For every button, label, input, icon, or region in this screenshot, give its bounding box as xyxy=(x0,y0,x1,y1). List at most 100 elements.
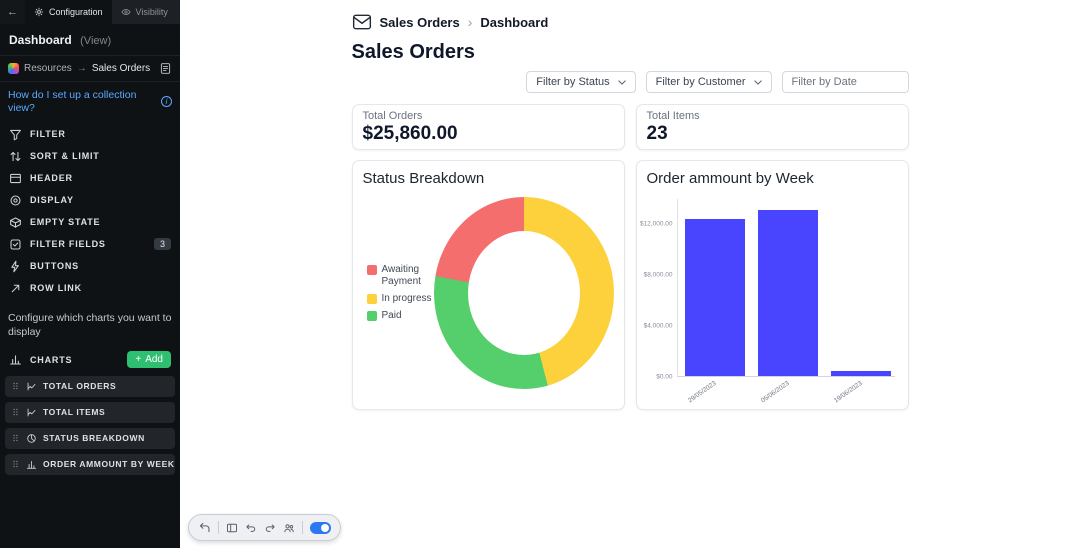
back-arrow-icon: ← xyxy=(7,6,18,18)
buttons-icon xyxy=(9,260,22,273)
chevron-down-icon xyxy=(753,79,762,85)
select-value: Filter by Status xyxy=(536,76,610,88)
gear-icon xyxy=(34,7,44,17)
breadcrumb-root[interactable]: Sales Orders xyxy=(379,14,460,30)
resources-row[interactable]: Resources → Sales Orders xyxy=(0,56,180,82)
toggle-knob xyxy=(321,523,329,532)
undo-icon[interactable] xyxy=(245,522,257,534)
bar xyxy=(830,371,891,376)
sidebar-item-display[interactable]: Display xyxy=(0,189,180,211)
breadcrumb: Sales Orders › Dashboard xyxy=(352,12,909,32)
dashboard-preview: Sales Orders › Dashboard Sales Orders Fi… xyxy=(180,0,1080,548)
add-chart-button[interactable]: + Add xyxy=(127,351,171,369)
y-tick-label: $12,000.00 xyxy=(639,220,673,228)
page-title: Sales Orders xyxy=(351,41,475,63)
info-icon[interactable]: i xyxy=(161,96,172,108)
sidebar-item-row-link[interactable]: Row Link xyxy=(0,277,180,299)
filter-by-status-select[interactable]: Filter by Status xyxy=(526,71,636,93)
tab-label: Configuration xyxy=(49,7,103,17)
menu-item-label: Buttons xyxy=(30,261,79,272)
chart-item-status-breakdown[interactable]: Status Breakdown xyxy=(5,427,175,449)
pie-chart-icon xyxy=(26,433,37,444)
dashboard-content: Sales Orders › Dashboard Sales Orders Fi… xyxy=(351,12,909,410)
resources-target: Sales Orders xyxy=(91,63,151,74)
sidebar-item-buttons[interactable]: Buttons xyxy=(0,255,180,277)
sidebar-item-filter[interactable]: Filter xyxy=(0,123,180,145)
y-tick-label: $0.00 xyxy=(656,373,673,381)
chart-item-label: Status Breakdown xyxy=(43,433,145,444)
donut-hole xyxy=(467,231,580,355)
tab-visibility[interactable]: Visibility xyxy=(112,0,177,24)
donut-chart xyxy=(433,197,614,389)
legend-swatch xyxy=(366,294,377,304)
bar-chart: $0.00 $4,000.00 $8,000.00 $12,000.00 29/05/2… xyxy=(640,199,895,404)
tab-label: Visibility xyxy=(135,7,168,17)
back-button[interactable]: ← xyxy=(0,0,25,24)
menu-item-label: Header xyxy=(30,173,73,184)
sidebar-item-sort-limit[interactable]: Sort & Limit xyxy=(0,145,180,167)
display-icon xyxy=(9,194,22,207)
legend-item: In progress xyxy=(366,293,434,305)
stat-card-total-orders: Total Orders $25,860.00 xyxy=(351,104,625,150)
chart-item-order-ammount-by-week[interactable]: Order ammount by Week xyxy=(5,453,175,475)
stat-value: $25,860.00 xyxy=(362,123,458,144)
y-tick-label: $8,000.00 xyxy=(643,271,673,279)
funnel-icon xyxy=(9,128,22,141)
undo-arrow-icon[interactable] xyxy=(198,521,211,534)
menu-item-label: Filter Fields xyxy=(30,239,106,250)
y-tick-label: $4,000.00 xyxy=(643,322,673,330)
sidebar-menu: Filter Sort & Limit Header Display Empty Sta… xyxy=(0,123,180,299)
stat-label: Total Items xyxy=(646,110,700,122)
chart-items-list: Total Orders Total Items Status Breakdown O… xyxy=(0,375,180,480)
bar-chart-icon xyxy=(26,459,37,470)
panel-icon[interactable] xyxy=(226,522,238,534)
sidebar-item-empty-state[interactable]: Empty State xyxy=(0,211,180,233)
sidebar-header: Dashboard (View) xyxy=(0,24,180,56)
redo-icon[interactable] xyxy=(264,522,276,534)
users-icon[interactable] xyxy=(283,522,295,534)
chart-title: Order ammount by Week xyxy=(646,170,814,187)
count-badge: 3 xyxy=(153,238,171,251)
help-link[interactable]: How do I set up a collection view? xyxy=(8,89,137,114)
sidebar-title-suffix: (View) xyxy=(80,35,112,47)
stat-card-total-items: Total Items 23 xyxy=(635,104,909,150)
bar-chart-icon xyxy=(9,353,22,366)
metric-icon xyxy=(26,381,37,392)
sidebar-item-header[interactable]: Header xyxy=(0,167,180,189)
filters-row: Filter by Status Filter by Customer xyxy=(352,71,909,93)
menu-item-label: Sort & Limit xyxy=(30,151,100,162)
x-tick-label: 29/05/2023 xyxy=(686,380,718,405)
x-tick-label: 05/06/2023 xyxy=(759,380,791,405)
toolbar-divider xyxy=(218,521,219,534)
bar-plot xyxy=(676,199,895,377)
row-link-icon xyxy=(9,282,22,295)
arrow-right-icon: → xyxy=(76,63,87,74)
filter-fields-icon xyxy=(9,238,22,251)
filter-by-date-input[interactable] xyxy=(781,71,909,93)
drag-handle-icon xyxy=(11,432,20,444)
chart-item-total-items[interactable]: Total Items xyxy=(5,401,175,423)
empty-state-icon xyxy=(9,216,22,229)
tab-configuration[interactable]: Configuration xyxy=(25,0,112,24)
breadcrumb-current[interactable]: Dashboard xyxy=(480,14,549,30)
chart-item-label: Total Orders xyxy=(43,381,117,392)
add-button-label: Add xyxy=(145,354,163,366)
charts-section-header: Charts + Add xyxy=(0,348,180,372)
chart-item-total-orders[interactable]: Total Orders xyxy=(5,375,175,397)
menu-item-label: Row Link xyxy=(30,283,82,294)
document-icon[interactable] xyxy=(159,62,172,75)
sidebar-item-filter-fields[interactable]: Filter Fields 3 xyxy=(0,233,180,255)
mail-icon xyxy=(352,12,372,32)
legend-item: Paid xyxy=(366,310,434,322)
menu-item-label: Display xyxy=(30,195,74,206)
charts-row: Status Breakdown Awaiting Payment In prog… xyxy=(351,160,909,410)
menu-item-label: Filter xyxy=(30,129,66,140)
preview-toggle[interactable] xyxy=(310,521,331,534)
sidebar-tabbar: ← Configuration Visibility xyxy=(0,0,180,24)
resource-logo-icon xyxy=(8,63,19,74)
plus-icon: + xyxy=(135,354,142,366)
x-tick-label: 19/06/2023 xyxy=(832,380,864,405)
legend-swatch xyxy=(366,265,377,275)
filter-by-customer-select[interactable]: Filter by Customer xyxy=(645,71,772,93)
